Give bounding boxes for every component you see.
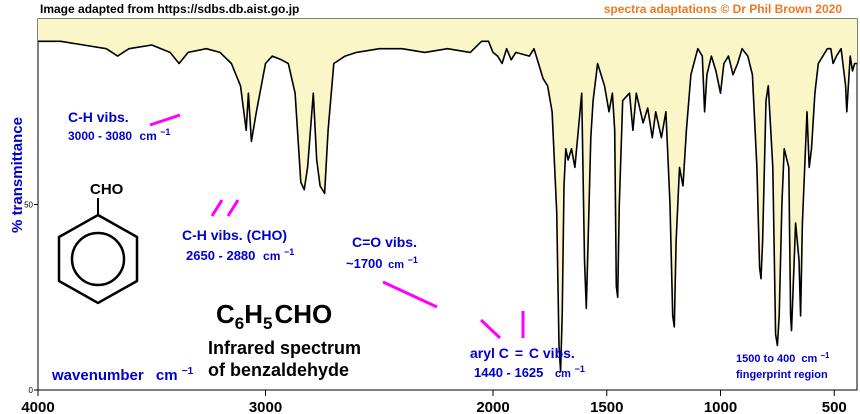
formula-h: H xyxy=(244,299,263,329)
co-range-value: ~1700 xyxy=(346,256,383,271)
x-axis-label-unit: cm xyxy=(156,367,178,384)
annotation-ch-aldehyde: C-H vibs. (CHO) 2650 - 2880 cm −1 xyxy=(182,199,294,263)
ch-aldehyde-exp: −1 xyxy=(284,247,294,257)
formula-rest: CHO xyxy=(275,299,333,329)
x-axis-label: wavenumber cm −1 xyxy=(51,366,194,384)
aryl-suffix: C vibs. xyxy=(529,345,575,361)
caption-line-2: of benzaldehyde xyxy=(208,360,349,380)
formula-c: C xyxy=(216,299,235,329)
ch-aromatic-unit: cm xyxy=(139,129,156,143)
benzaldehyde-structure: CHO xyxy=(57,181,139,305)
x-axis-label-text: wavenumber xyxy=(51,367,144,384)
source-text: Image adapted from https://sdbs.db.aist.… xyxy=(40,2,299,16)
ch-aldehyde-range: 2650 - 2880 cm −1 xyxy=(186,247,294,263)
plot-background xyxy=(37,18,858,391)
benzene-ring xyxy=(57,213,139,305)
spectrum-layer xyxy=(38,19,857,373)
aryl-exp: −1 xyxy=(575,364,585,374)
formula-h-sub: 5 xyxy=(263,314,272,333)
ch-aldehyde-range-value: 2650 - 2880 xyxy=(186,248,255,263)
ch-aldehyde-pointer-right xyxy=(226,199,240,217)
co-exp: −1 xyxy=(408,255,418,265)
ch-aldehyde-title: C-H vibs. (CHO) xyxy=(182,227,287,243)
ch-aromatic-range-value: 3000 - 3080 xyxy=(68,129,132,143)
molecular-formula: C6H5CHO xyxy=(216,299,332,333)
transmittance-trace xyxy=(38,40,857,373)
aryl-range: 1440 - 1625 cm −1 xyxy=(474,364,585,380)
co-range: ~1700 cm −1 xyxy=(346,255,418,271)
y-tick-label-0: 0 xyxy=(29,386,34,395)
annotation-fingerprint: 1500 to 400 cm −1 fingerprint region xyxy=(736,351,830,381)
aryl-pointer-left xyxy=(479,318,502,340)
x-tick-label-2000: 2000 xyxy=(476,399,509,414)
header-bar xyxy=(0,0,860,19)
aryl-bond: = xyxy=(515,345,523,361)
x-tick-label-1500: 1500 xyxy=(590,399,623,414)
aldehyde-group-label: CHO xyxy=(90,181,124,198)
annotation-co: C=O vibs. ~1700 cm −1 xyxy=(346,234,438,309)
fingerprint-label: fingerprint region xyxy=(736,369,828,381)
y-axis-label: % transmittance xyxy=(9,117,26,233)
co-unit: cm xyxy=(388,259,404,271)
x-tick-label-4000: 4000 xyxy=(21,399,54,414)
ch-aldehyde-pointer-left xyxy=(210,199,224,217)
credit-text: spectra adaptations © Dr Phil Brown 2020 xyxy=(604,2,843,16)
x-tick-label-1000: 1000 xyxy=(704,399,737,414)
aryl-unit: cm xyxy=(555,368,571,380)
co-title: C=O vibs. xyxy=(352,234,417,250)
fingerprint-range: 1500 to 400 cm −1 xyxy=(736,351,830,365)
ch-aromatic-exp: −1 xyxy=(160,127,170,137)
ch-aromatic-pointer xyxy=(149,113,181,127)
caption-line-1: Infrared spectrum xyxy=(208,338,361,358)
x-axis-label-exp: −1 xyxy=(182,366,194,377)
formula-c-sub: 6 xyxy=(235,314,244,333)
aryl-title: aryl C = C vibs. xyxy=(470,345,575,361)
x-tick-label-500: 500 xyxy=(822,399,847,414)
x-tick-label-3000: 3000 xyxy=(249,399,282,414)
transmittance-fill xyxy=(38,19,857,372)
fingerprint-unit: cm xyxy=(801,353,817,365)
annotation-aryl: aryl C = C vibs. 1440 - 1625 cm −1 xyxy=(470,311,585,380)
aromatic-circle xyxy=(70,231,126,287)
ch-aldehyde-unit: cm xyxy=(263,249,280,263)
annotation-ch-aromatic: C-H vibs. 3000 - 3080 cm −1 xyxy=(68,109,181,143)
y-tick-label-50: 50 xyxy=(24,201,33,210)
aryl-prefix: aryl C xyxy=(470,345,509,361)
ch-aromatic-range: 3000 - 3080 cm −1 xyxy=(68,127,170,143)
ch-aromatic-title: C-H vibs. xyxy=(68,109,129,125)
fingerprint-range-value: 1500 to 400 xyxy=(736,353,795,365)
axis-layer: 4000 3000 2000 1500 1000 500 0 50 xyxy=(21,201,846,414)
co-pointer xyxy=(382,280,438,309)
fingerprint-exp: −1 xyxy=(820,351,830,360)
aryl-range-value: 1440 - 1625 xyxy=(474,365,543,380)
